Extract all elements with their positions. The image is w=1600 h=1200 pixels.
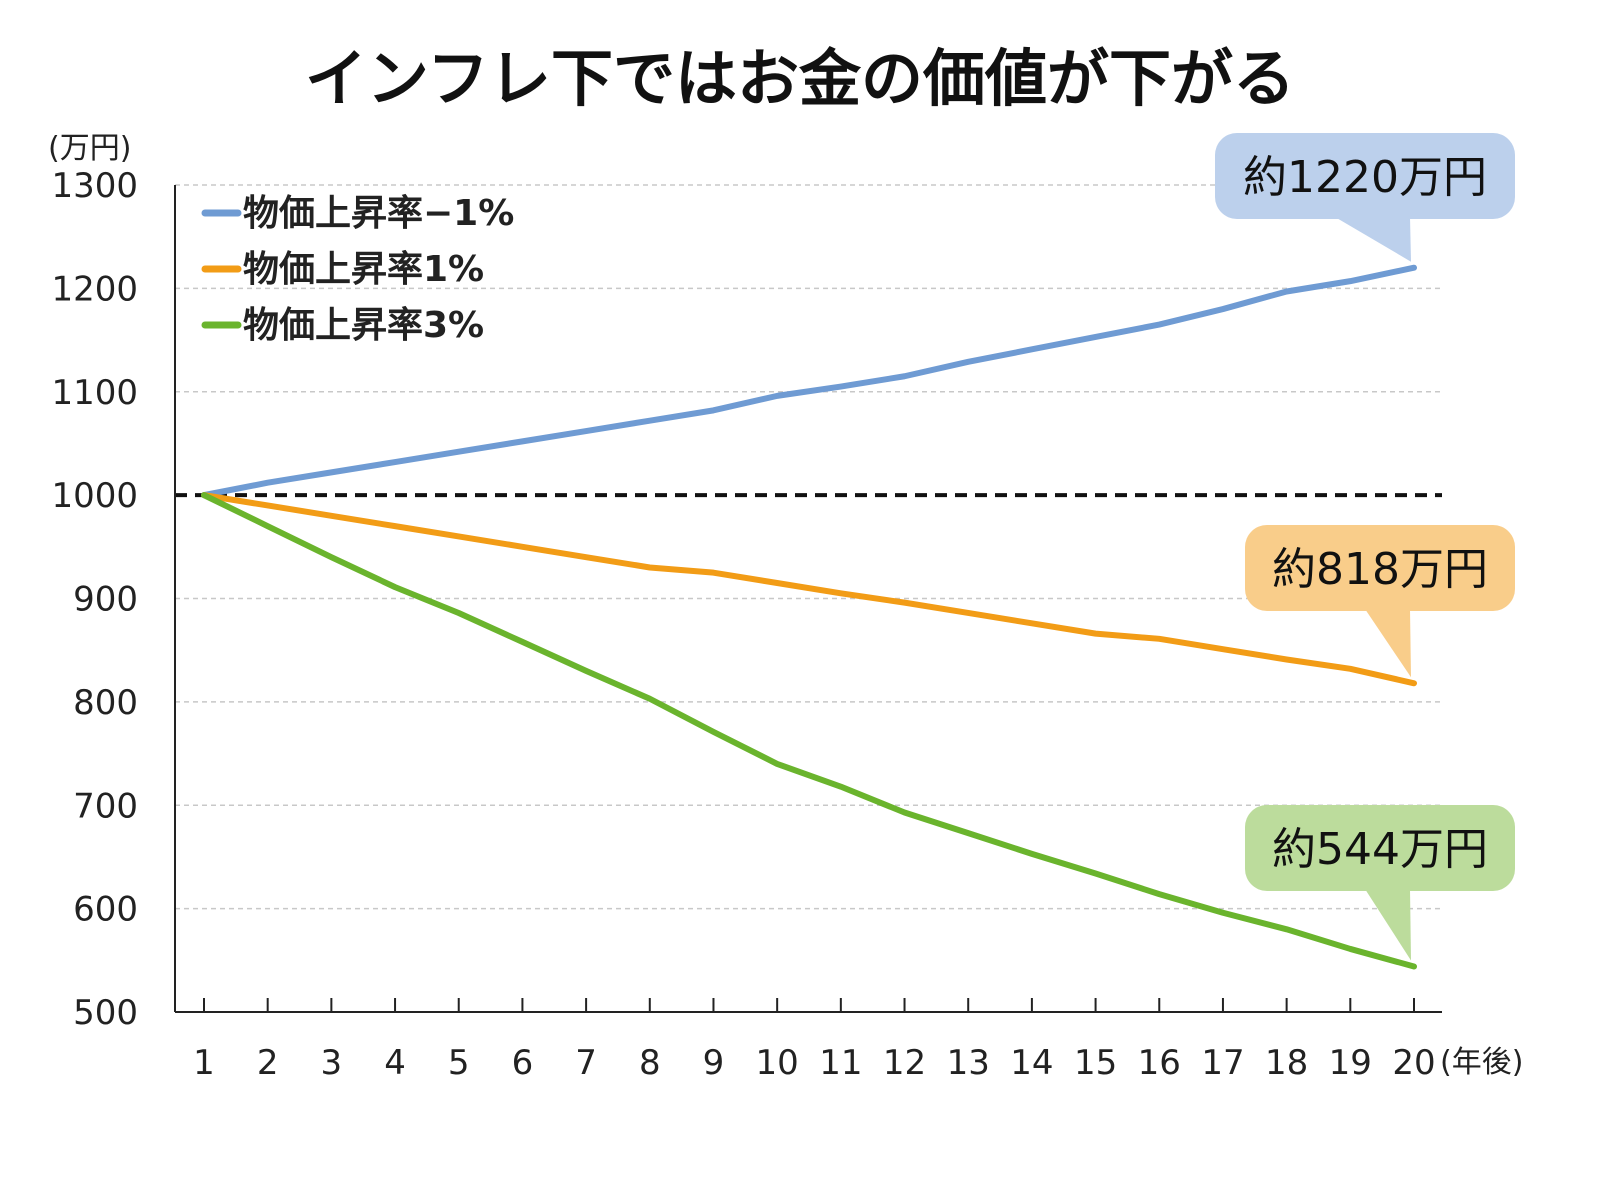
y-tick-label: 900 [73,580,138,620]
y-tick-label: 600 [73,890,138,930]
x-tick-label: 18 [1265,1043,1308,1083]
x-tick-label: 14 [1010,1043,1053,1083]
callout-box [1215,133,1515,219]
y-tick-label: 800 [73,683,138,723]
y-axis-unit: (万円) [48,131,131,166]
x-tick-label: 4 [384,1043,406,1083]
x-tick-label: 10 [756,1043,799,1083]
callout-tail [1365,889,1411,961]
legend-label: 物価上昇率−1% [243,193,514,234]
y-tick-label: 1100 [51,373,138,413]
x-tick-label: 6 [512,1043,534,1083]
y-tick-label: 1200 [51,269,138,309]
y-tick-label: 1300 [51,166,138,206]
callout-tail [1365,609,1411,678]
y-tick-label: 700 [73,786,138,826]
callout-label: 約544万円 [1272,824,1488,875]
legend-label: 物価上昇率3% [243,305,484,346]
legend-label: 物価上昇率1% [243,249,484,290]
x-tick-label: 5 [448,1043,470,1083]
callout-box [1245,805,1515,891]
x-tick-label: 12 [883,1043,926,1083]
x-tick-label: 19 [1329,1043,1372,1083]
y-tick-label: 500 [73,993,138,1033]
callout-label: 約1220万円 [1243,152,1487,203]
x-tick-label: 8 [639,1043,661,1083]
series-line [201,492,1417,687]
callout-tail [1335,217,1411,262]
series-line [201,492,1417,970]
chart-title: インフレ下ではお金の価値が下がる [305,42,1295,115]
x-tick-label: 3 [321,1043,343,1083]
x-tick-label: 13 [947,1043,990,1083]
x-tick-label: 17 [1201,1043,1244,1083]
x-tick-label: 15 [1074,1043,1117,1083]
x-axis-unit: (年後) [1440,1045,1523,1080]
series-line [201,264,1417,499]
callout-box [1245,525,1515,611]
x-tick-label: 2 [257,1043,279,1083]
callout-label: 約818万円 [1272,544,1488,595]
x-tick-label: 16 [1138,1043,1181,1083]
x-tick-label: 11 [819,1043,862,1083]
x-tick-label: 1 [193,1043,215,1083]
x-tick-label: 9 [703,1043,725,1083]
x-tick-label: 7 [575,1043,597,1083]
y-tick-label: 1000 [51,476,138,516]
x-tick-label: 20 [1392,1043,1435,1083]
